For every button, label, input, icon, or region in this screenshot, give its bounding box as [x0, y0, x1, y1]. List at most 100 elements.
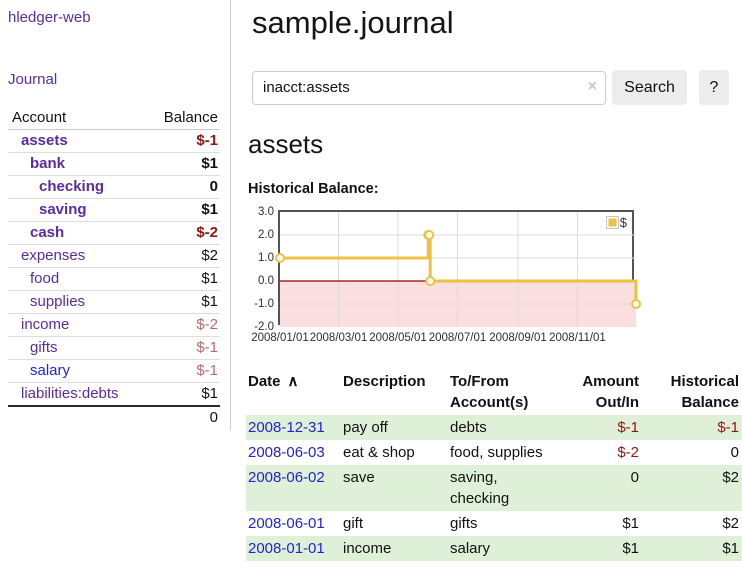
chart-plot: $	[275, 210, 641, 327]
account-row: expenses $2	[8, 244, 220, 268]
account-balance: $1	[145, 198, 220, 222]
account-row: supplies $1	[8, 290, 220, 314]
search-input[interactable]	[252, 70, 606, 105]
transaction-date-link[interactable]: 2008-01-01	[248, 540, 325, 557]
sidebar: hledger-web Journal Account Balance asse…	[0, 0, 231, 430]
historical-balance-chart: 3.0 2.0 1.0 0.0 -1.0 -2.0 $ 2008/01/01 2008/03…	[246, 206, 666, 350]
account-row: salary $-1	[8, 359, 220, 383]
account-balance: $1	[145, 267, 220, 291]
account-total-row: 0	[8, 405, 220, 429]
account-balance: 0	[145, 175, 220, 199]
transaction-description: save	[343, 465, 450, 511]
transaction-description: gift	[343, 515, 364, 532]
x-tick-label: 2008/09/01	[489, 332, 547, 344]
transaction-row: 2008-01-01 income salary $1 $1	[246, 536, 742, 561]
x-tick-label: 2008/11/01	[549, 332, 606, 344]
page-title: sample.journal	[252, 5, 454, 40]
transaction-amount: 0	[562, 465, 642, 511]
account-balance-table: Account Balance assets $-1 bank $1 checking 0…	[8, 107, 220, 429]
accounts-column-header: To/From Account(s)	[450, 373, 529, 411]
account-balance: $-2	[145, 221, 220, 245]
sidebar-item-journal[interactable]: Journal	[8, 71, 58, 88]
account-row: food $1	[8, 267, 220, 291]
y-tick-label: 0.0	[258, 275, 274, 287]
chart-marker	[275, 253, 285, 263]
clear-search-icon[interactable]: ×	[587, 77, 597, 95]
transaction-description: eat & shop	[343, 444, 415, 461]
search-form: × Search ?	[252, 70, 742, 105]
y-tick-label: -2.0	[254, 321, 274, 333]
transactions-header-row: Date ∧ Description To/From Account(s) Amo…	[246, 369, 742, 415]
account-link[interactable]: liabilities:debts	[21, 385, 119, 402]
account-link[interactable]: assets	[21, 132, 68, 149]
transaction-date-link[interactable]: 2008-06-02	[248, 469, 325, 486]
account-link[interactable]: salary	[30, 362, 71, 379]
x-tick-label: 2008/03/01	[309, 332, 368, 344]
legend-label: $	[619, 215, 627, 230]
account-table-header: Account Balance	[8, 107, 220, 130]
transaction-balance: $1	[642, 536, 742, 561]
balance-column-header-txn: Historical Balance	[670, 373, 739, 411]
account-link[interactable]: food	[30, 270, 60, 287]
account-row: cash $-2	[8, 221, 220, 245]
account-table-body: assets $-1 bank $1 checking 0 saving $1 cash $-2 e…	[8, 129, 220, 407]
account-row: saving $1	[8, 198, 220, 222]
account-link[interactable]: income	[21, 316, 70, 333]
date-column-header: Date ∧	[248, 373, 299, 390]
account-balance: $-1	[145, 129, 220, 153]
account-row: bank $1	[8, 152, 220, 176]
account-link[interactable]: bank	[30, 155, 66, 172]
account-row: income $-2	[8, 313, 220, 337]
account-link[interactable]: saving	[39, 201, 87, 218]
transaction-date-link[interactable]: 2008-06-01	[248, 515, 325, 532]
help-button[interactable]: ?	[699, 70, 729, 105]
balance-column-header: Balance	[145, 107, 220, 130]
account-link[interactable]: checking	[39, 178, 105, 195]
account-balance: $-1	[145, 359, 220, 383]
amount-column-header: Amount Out/In	[582, 373, 639, 411]
chart-marker	[631, 299, 641, 309]
account-row: liabilities:debts $1	[8, 382, 220, 407]
transaction-description: income	[343, 536, 450, 561]
transaction-date-link[interactable]: 2008-12-31	[248, 419, 325, 436]
y-tick-label: 2.0	[258, 229, 274, 241]
account-balance: $2	[145, 244, 220, 268]
transaction-amount: $-1	[562, 415, 642, 440]
x-tick-label: 2008/01/01	[251, 332, 309, 344]
transaction-balance: $2	[642, 465, 742, 511]
account-link[interactable]: expenses	[21, 247, 86, 264]
transaction-amount: $1	[562, 536, 642, 561]
y-tick-label: 1.0	[258, 252, 274, 264]
y-tick-label: -1.0	[254, 298, 274, 310]
account-link[interactable]: gifts	[30, 339, 58, 356]
transaction-accounts: gifts	[450, 515, 478, 532]
account-row: checking 0	[8, 175, 220, 199]
account-row: assets $-1	[8, 129, 220, 153]
transactions-table-body: 2008-12-31 pay off debts $-1 $-1 2008-06-03 ea…	[246, 415, 742, 561]
transaction-date-link[interactable]: 2008-06-03	[248, 444, 325, 461]
account-row: gifts $-1	[8, 336, 220, 360]
sort-ascending-icon: ∧	[287, 373, 299, 390]
account-balance: $1	[145, 290, 220, 314]
chart-canvas	[275, 212, 641, 327]
transaction-balance: 0	[730, 444, 739, 461]
x-tick-label: 2008/07/01	[428, 332, 487, 344]
account-total-balance: 0	[145, 405, 220, 429]
register-account-title: assets	[248, 129, 324, 159]
transaction-accounts: salary	[450, 536, 562, 561]
account-balance: $-2	[145, 313, 220, 337]
chart-title: Historical Balance:	[248, 181, 379, 197]
transaction-amount: $-2	[617, 444, 639, 461]
search-button[interactable]: Search	[612, 70, 687, 105]
transaction-balance: $2	[722, 515, 739, 532]
transaction-row: 2008-06-02 save saving, checking 0 $2	[246, 465, 742, 511]
x-tick-label: 2008/05/01	[369, 332, 427, 344]
description-column-header: Description	[343, 373, 426, 390]
y-tick-label: 3.0	[258, 206, 274, 218]
transaction-description: pay off	[343, 415, 450, 440]
app-title-link[interactable]: hledger-web	[8, 9, 91, 26]
chart-marker	[424, 230, 435, 240]
account-link[interactable]: cash	[30, 224, 65, 241]
account-link[interactable]: supplies	[30, 293, 86, 310]
account-balance: $1	[145, 152, 220, 176]
